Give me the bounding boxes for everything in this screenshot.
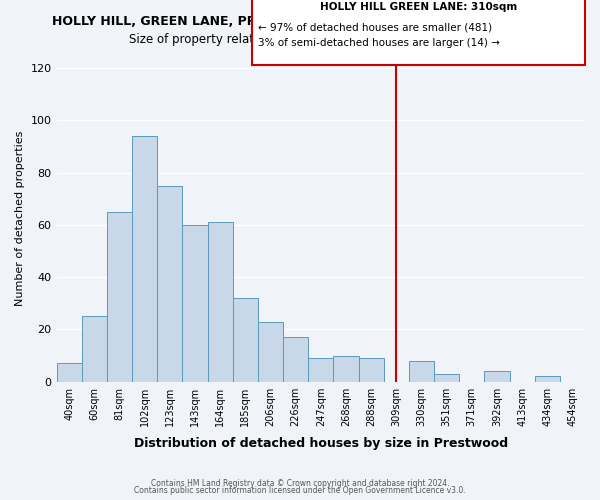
Bar [359,358,383,382]
Text: ← 97% of detached houses are smaller (481): ← 97% of detached houses are smaller (48… [258,22,492,32]
Text: Contains HM Land Registry data © Crown copyright and database right 2024.: Contains HM Land Registry data © Crown c… [151,478,449,488]
Text: HOLLY HILL, GREEN LANE, PRESTWOOD, GREAT MISSENDEN, HP16 0PU: HOLLY HILL, GREEN LANE, PRESTWOOD, GREAT… [52,15,548,28]
Y-axis label: Number of detached properties: Number of detached properties [15,130,25,306]
X-axis label: Distribution of detached houses by size in Prestwood: Distribution of detached houses by size … [134,437,508,450]
Bar [258,322,283,382]
Bar [82,316,107,382]
Bar [334,356,359,382]
Bar [107,212,132,382]
Text: HOLLY HILL GREEN LANE: 310sqm: HOLLY HILL GREEN LANE: 310sqm [320,2,517,12]
Bar [56,364,82,382]
Bar [233,298,258,382]
Bar [484,371,509,382]
Text: Size of property relative to detached houses in Prestwood: Size of property relative to detached ho… [129,32,471,46]
Bar [409,360,434,382]
Bar [308,358,334,382]
Text: Contains public sector information licensed under the Open Government Licence v3: Contains public sector information licen… [134,486,466,495]
Text: 3% of semi-detached houses are larger (14) →: 3% of semi-detached houses are larger (1… [258,38,500,48]
Bar [132,136,157,382]
Bar [182,225,208,382]
Bar [434,374,459,382]
Bar [157,186,182,382]
Bar [208,222,233,382]
Bar [283,337,308,382]
Bar [535,376,560,382]
